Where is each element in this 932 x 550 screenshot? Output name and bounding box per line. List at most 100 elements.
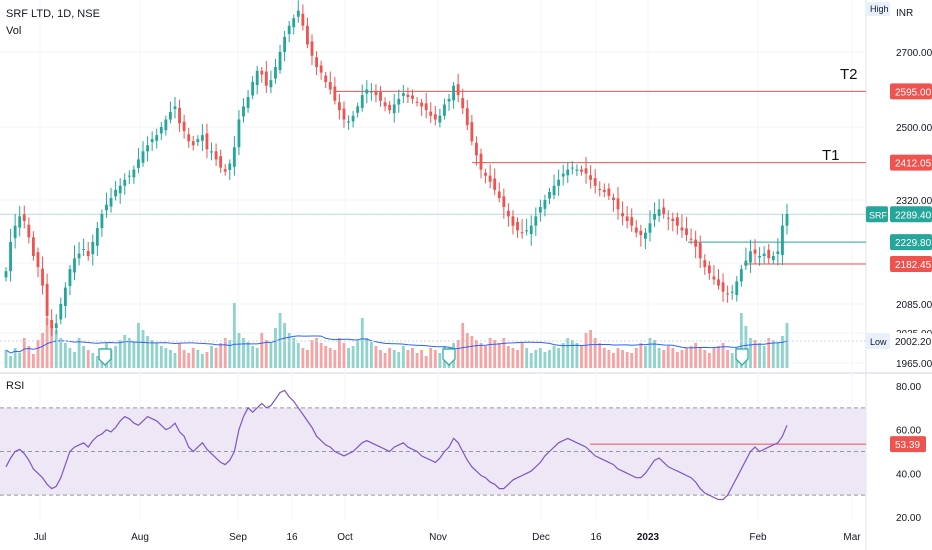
volume-bar (433, 350, 437, 368)
volume-bar (598, 343, 602, 368)
candle-body (653, 214, 656, 220)
volume-bar (200, 354, 204, 368)
candle-body (45, 283, 49, 317)
volume-bar (497, 343, 501, 368)
volume-bar (319, 343, 323, 368)
volume-bar (639, 343, 643, 368)
volume-bar (543, 352, 547, 368)
volume-bar (753, 340, 757, 368)
price-tag[interactable]: 2289.40 (895, 210, 932, 221)
candle-body (328, 82, 332, 90)
volume-bar (570, 340, 574, 368)
volume-bar (771, 340, 775, 368)
price-tag[interactable]: 53.39 (895, 440, 920, 451)
candle-body (561, 173, 565, 177)
candle-body (296, 10, 300, 17)
volume-bar (584, 333, 588, 368)
volume-bar (657, 348, 661, 368)
rsi-axis-label: 40.00 (896, 469, 921, 480)
candle-body (484, 172, 487, 176)
candle-body (264, 71, 268, 86)
volume-bar (525, 348, 529, 368)
price-tag[interactable]: 2595.00 (895, 87, 932, 98)
volume-bar (538, 348, 542, 368)
symbol-tag-bg (866, 206, 888, 223)
volume-bar (219, 343, 223, 368)
earnings-icon[interactable] (98, 348, 112, 366)
candle-body (196, 139, 200, 143)
volume-bar (150, 340, 154, 368)
rsi-series-line (5, 389, 788, 501)
candle-body (301, 13, 305, 26)
earnings-icon[interactable] (442, 348, 456, 366)
volume-bar (242, 338, 245, 368)
candle-body (698, 242, 702, 259)
volume-bar (461, 323, 465, 368)
candle-body (86, 250, 90, 256)
candle-body (616, 198, 620, 210)
candle-body (178, 107, 181, 124)
volume-bar (18, 353, 22, 368)
volume-bar (264, 340, 268, 368)
volume-bar (228, 340, 232, 368)
volume-bar (269, 343, 273, 368)
candle-body (342, 108, 346, 120)
candle-body (452, 85, 456, 101)
volume-bar (246, 342, 250, 368)
candle-body (388, 104, 392, 111)
price-tag-bg (890, 83, 932, 100)
volume-bar (4, 350, 8, 368)
volume-bar (77, 338, 81, 368)
price-axis-label: 2500.00 (896, 123, 932, 134)
candle-body (164, 119, 168, 131)
volume-bar (648, 338, 652, 368)
volume-bar (680, 350, 684, 368)
volume-bar (749, 338, 752, 368)
time-axis-label: Jul (34, 532, 47, 543)
volume-bar (36, 340, 40, 368)
candle-body (283, 37, 287, 52)
earnings-markers (98, 348, 749, 366)
volume-bar (470, 336, 474, 368)
candle-body (310, 41, 314, 56)
volume-bar (401, 346, 405, 368)
candle-body (242, 106, 245, 117)
candle-body (210, 151, 213, 153)
candle-body (685, 228, 688, 235)
candle-body (91, 242, 95, 255)
volume-bar (9, 356, 12, 368)
price-tag[interactable]: 2412.05 (895, 159, 932, 170)
volume-bar (506, 346, 510, 368)
volume-bar (415, 353, 419, 368)
volume-bar (406, 350, 410, 368)
candle-body (237, 119, 241, 148)
candle-body (360, 95, 364, 108)
candle-body (570, 167, 574, 169)
candle-body (269, 80, 273, 88)
volume-bar (707, 353, 711, 368)
price-tag[interactable]: 2229.80 (895, 238, 932, 249)
candle-body (118, 185, 122, 194)
price-tag[interactable]: 2182.45 (895, 260, 932, 271)
price-tag[interactable]: 2002.20 (895, 337, 932, 348)
price-tag-bg (890, 333, 932, 349)
symbol-title[interactable]: SRF LTD, 1D, NSE (6, 8, 100, 20)
candle-body (538, 207, 542, 213)
candle-body (767, 249, 771, 259)
candle-body (4, 271, 8, 278)
time-axis-label: 16 (286, 532, 298, 543)
volume-bar (484, 346, 487, 368)
candle-body (214, 151, 218, 160)
candle-body (475, 142, 478, 156)
candle-body (392, 104, 396, 114)
high-badge: High (870, 4, 889, 14)
candle-body (401, 93, 405, 96)
volume-bar (721, 343, 725, 368)
volume-bar (137, 323, 140, 368)
candle-body (548, 191, 551, 199)
volume-bar (744, 326, 748, 368)
earnings-icon[interactable] (735, 348, 749, 366)
volume-bar (593, 338, 597, 368)
candle-body (191, 141, 195, 146)
